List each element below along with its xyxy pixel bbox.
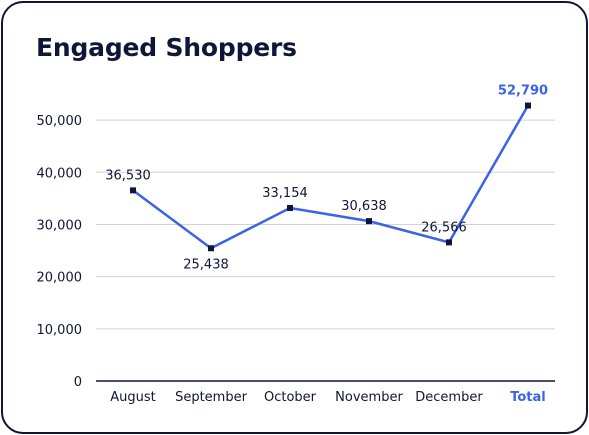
- data-point: [287, 204, 293, 211]
- data-point: [525, 102, 531, 109]
- x-tick-label: Total: [510, 390, 546, 405]
- data-point: [130, 187, 136, 194]
- data-label: 25,438: [183, 257, 229, 272]
- data-point: [366, 218, 372, 225]
- y-tick-label: 40,000: [37, 166, 83, 181]
- x-tick-label: September: [175, 390, 248, 405]
- data-point: [208, 245, 214, 252]
- y-tick-label: 30,000: [37, 218, 83, 233]
- series-line: [132, 104, 530, 250]
- data-label: 36,530: [105, 168, 151, 183]
- y-tick-label: 20,000: [37, 271, 83, 286]
- x-tick-label: August: [110, 390, 156, 405]
- data-label: 33,154: [262, 186, 308, 201]
- x-tick-label: December: [415, 390, 483, 405]
- y-tick-label: 50,000: [37, 114, 83, 129]
- data-label: 52,790: [498, 84, 548, 99]
- chart-title: Engaged Shoppers: [36, 33, 297, 62]
- y-tick-label: 10,000: [37, 323, 83, 338]
- data-label: 26,566: [421, 220, 467, 235]
- data-label: 30,638: [341, 199, 387, 214]
- y-tick-label: 0: [74, 375, 82, 390]
- x-tick-label: November: [335, 390, 403, 405]
- x-tick-label: October: [264, 390, 317, 405]
- data-point: [446, 239, 452, 246]
